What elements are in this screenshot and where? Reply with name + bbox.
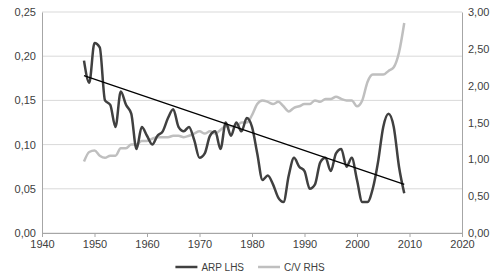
y2-axis: 0,00 0,50 1,00 1,50 2,00 2,50 3,00	[462, 6, 489, 239]
tick-label: 1980	[240, 238, 264, 250]
tick-label: 2,50	[468, 43, 489, 55]
axis-line	[42, 13, 43, 234]
legend-item: ARP LHS	[175, 262, 244, 273]
tick-label: 1,00	[468, 153, 489, 165]
tick: 1990	[293, 233, 317, 250]
legend: ARP LHS C/V RHS	[175, 262, 325, 273]
tick: 0,05	[15, 183, 42, 195]
tick-label: 3,00	[468, 6, 489, 18]
tick-label: 0,50	[468, 190, 489, 202]
grid	[42, 12, 462, 233]
legend-label: C/V RHS	[284, 262, 325, 273]
tick-label: 2020	[450, 238, 474, 250]
tick-mark	[410, 233, 411, 237]
tick: 0,20	[15, 50, 42, 62]
tick-label: 1970	[188, 238, 212, 250]
tick-label: 0,00	[15, 227, 36, 239]
chart: 1940195019601970198019902000201020200,00…	[0, 0, 500, 276]
tick-label: 2,00	[468, 80, 489, 92]
tick: 0,25	[15, 6, 42, 18]
tick: 0,50	[462, 190, 489, 202]
legend-swatch	[175, 266, 197, 269]
grid-line	[42, 12, 462, 13]
tick-label: 0,15	[15, 94, 36, 106]
tick-label: 1990	[293, 238, 317, 250]
tick-label: 1950	[83, 238, 107, 250]
tick-mark	[252, 233, 253, 237]
series-line	[84, 43, 404, 202]
trend-line	[84, 76, 404, 185]
tick: 1,50	[462, 117, 489, 129]
y-axis: 0,00 0,05 0,10 0,15 0,20 0,25	[15, 6, 43, 239]
tick-mark	[357, 233, 358, 237]
tick: 1980	[240, 233, 264, 250]
tick-label: 0,25	[15, 6, 36, 18]
tick-label: 0,20	[15, 50, 36, 62]
grid-line	[42, 144, 462, 145]
tick-mark	[305, 233, 306, 237]
tick-label: 2010	[398, 238, 422, 250]
tick-label: 1960	[135, 238, 159, 250]
tick-mark	[462, 233, 463, 237]
tick: 0,15	[15, 94, 42, 106]
tick-label: 2000	[345, 238, 369, 250]
tick-label: 1940	[30, 238, 54, 250]
tick: 1960	[135, 233, 159, 250]
x-axis: 1940 1950 1960 1970 1980 1990 2000 2010 2020	[30, 233, 474, 250]
tick: 1950	[83, 233, 107, 250]
legend-label: ARP LHS	[201, 262, 244, 273]
tick: 0,10	[15, 139, 42, 151]
tick-mark	[147, 233, 148, 237]
tick-label: 0,00	[468, 227, 489, 239]
tick: 2,50	[462, 43, 489, 55]
tick: 0,00	[462, 227, 489, 239]
tick: 3,00	[462, 6, 489, 18]
tick-mark	[42, 233, 43, 237]
tick-label: 0,10	[15, 139, 36, 151]
tick: 0,00	[15, 227, 42, 239]
tick: 2010	[398, 233, 422, 250]
legend-item: C/V RHS	[258, 262, 325, 273]
tick: 2000	[345, 233, 369, 250]
tick-label: 0,05	[15, 183, 36, 195]
tick: 1970	[188, 233, 212, 250]
legend-swatch	[258, 266, 280, 269]
plot-area	[84, 23, 404, 202]
tick-mark	[200, 233, 201, 237]
axis-line	[462, 13, 463, 234]
grid-line	[42, 188, 462, 189]
tick-label: 1,50	[468, 117, 489, 129]
tick: 1,00	[462, 153, 489, 165]
tick-mark	[95, 233, 96, 237]
tick: 2,00	[462, 80, 489, 92]
